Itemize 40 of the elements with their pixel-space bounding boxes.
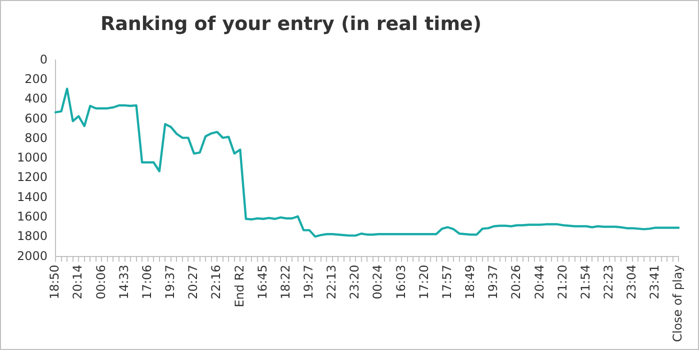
x-tick-label: 17:06: [140, 264, 154, 300]
x-tick-label: 00:24: [370, 264, 385, 300]
x-tick-label: 16:03: [394, 264, 408, 300]
y-tick-label: 2000: [16, 248, 48, 263]
y-tick-label: 600: [24, 111, 48, 126]
y-tick-label: 1000: [16, 150, 48, 165]
x-tick-label: 00:06: [94, 264, 108, 300]
x-tick-label: 17:20: [416, 264, 431, 300]
x-tick-label: 20:14: [70, 264, 85, 300]
x-tick-label: 18:49: [463, 264, 478, 300]
x-tick-label: 18:22: [278, 264, 292, 300]
x-tick-label: 22:13: [324, 264, 339, 300]
x-tick-label: 19:37: [486, 264, 500, 300]
y-tick-label: 0: [40, 52, 48, 66]
x-tick-label: 23:04: [624, 264, 639, 300]
x-tick-label: 22:16: [209, 264, 224, 300]
y-tick-label: 1600: [16, 210, 48, 224]
y-tick-label: 1200: [16, 170, 48, 184]
x-tick-label: 14:33: [116, 264, 131, 300]
x-tick-label: 20:26: [509, 264, 524, 300]
y-tick-label: 200: [24, 72, 48, 86]
x-tick-label: 21:20: [555, 264, 570, 300]
x-tick-label: 16:45: [255, 264, 270, 300]
x-tick-label: 21:54: [578, 264, 592, 300]
x-tick-label: 22:23: [601, 264, 616, 300]
x-tick-label: 19:37: [163, 264, 178, 300]
x-tick-label: 17:57: [440, 264, 454, 300]
x-tick-label: 23:20: [348, 264, 362, 300]
x-tick-label: 19:27: [302, 264, 316, 300]
x-tick-label: End R2: [232, 264, 246, 308]
x-tick-label: 23:41: [648, 264, 662, 300]
x-tick-label: 18:50: [48, 264, 62, 300]
y-tick-label: 400: [24, 92, 48, 106]
y-tick-label: 800: [24, 130, 48, 145]
chart-title: Ranking of your entry (in real time): [99, 13, 483, 35]
x-tick-label: 20:27: [186, 264, 200, 300]
y-tick-label: 1800: [16, 229, 48, 244]
x-tick-label: Close of play: [670, 264, 685, 342]
y-tick-label: 1400: [16, 190, 48, 204]
x-tick-label: 20:44: [532, 264, 546, 300]
